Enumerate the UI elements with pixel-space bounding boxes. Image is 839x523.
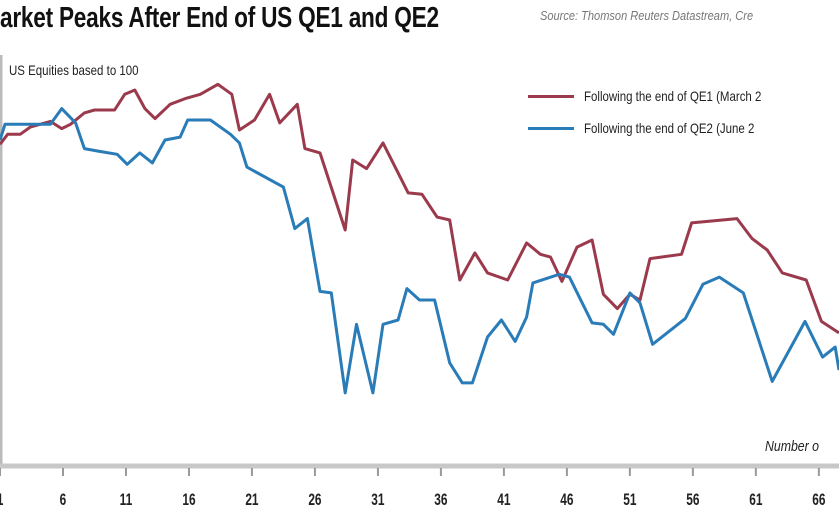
x-tick-label: 16 bbox=[182, 491, 195, 510]
x-tick-label: 31 bbox=[371, 491, 384, 510]
legend-label-qe1: Following the end of QE1 (March 2 bbox=[584, 88, 762, 104]
x-tick-label: 41 bbox=[497, 491, 510, 510]
x-tick-label: 56 bbox=[686, 491, 699, 510]
x-tick-label: 21 bbox=[245, 491, 258, 510]
x-tick-label: 51 bbox=[623, 491, 636, 510]
x-tick-label: 36 bbox=[434, 491, 447, 510]
x-tick-label: 6 bbox=[60, 491, 67, 510]
x-tick-label: 66 bbox=[812, 491, 825, 510]
legend: Following the end of QE1 (March 2 Follow… bbox=[528, 80, 800, 144]
series-line-qe1 bbox=[0, 82, 839, 335]
chart-title: arket Peaks After End of US QE1 and QE2 bbox=[0, 2, 439, 34]
legend-swatch-qe1 bbox=[528, 94, 574, 98]
legend-item-qe1: Following the end of QE1 (March 2 bbox=[528, 80, 800, 112]
series-line-qe2 bbox=[0, 107, 839, 395]
legend-swatch-qe2 bbox=[528, 126, 574, 130]
legend-item-qe2: Following the end of QE2 (June 2 bbox=[528, 112, 800, 144]
x-ticks: 16111621263136414651566166 bbox=[0, 468, 825, 510]
x-tick-label: 1 bbox=[0, 491, 3, 510]
x-tick-label: 46 bbox=[560, 491, 573, 510]
x-tick-label: 61 bbox=[749, 491, 762, 510]
x-tick-label: 26 bbox=[308, 491, 321, 510]
y-axis-label: US Equities based to 100 bbox=[9, 62, 139, 78]
chart-source: Source: Thomson Reuters Datastream, Cre bbox=[540, 8, 754, 23]
x-axis-label: Number o bbox=[765, 438, 820, 455]
series-lines bbox=[0, 82, 839, 395]
x-tick-label: 11 bbox=[120, 491, 133, 510]
legend-label-qe2: Following the end of QE2 (June 2 bbox=[584, 120, 755, 136]
